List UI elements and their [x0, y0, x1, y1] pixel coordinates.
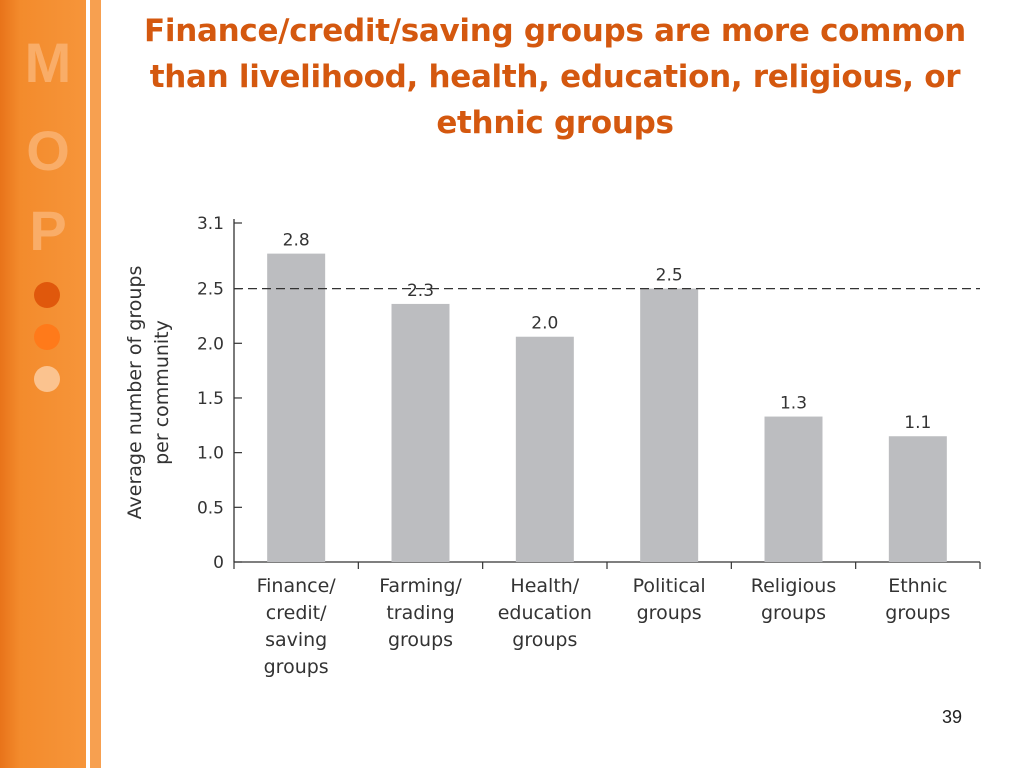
y-tick-label: 3.1	[197, 214, 224, 234]
category-label-line: credit/	[266, 602, 327, 624]
category-label-line: Religious	[751, 575, 837, 597]
category-label-line: groups	[885, 602, 950, 624]
category-label-line: Political	[633, 575, 706, 597]
category-label-line: Health/	[510, 575, 579, 597]
category-label: Finance/credit/saving groups	[257, 575, 337, 678]
category-label: Political groups	[633, 575, 706, 624]
category-label-line: groups	[388, 629, 453, 651]
bar	[888, 436, 947, 562]
category-label-line: groups	[264, 656, 329, 678]
y-axis-title-line-1: Average number of groups	[124, 266, 146, 520]
category-label-line: groups	[512, 629, 577, 651]
category-label-line: saving	[265, 629, 327, 651]
category-label-line: trading	[386, 602, 454, 624]
bar	[764, 416, 823, 562]
category-label-line: Farming/	[379, 575, 462, 597]
data-label: 1.3	[780, 394, 807, 414]
data-label: 2.0	[531, 314, 558, 334]
logo-dot-3	[34, 366, 60, 392]
y-tick-label: 0.5	[197, 498, 224, 518]
y-tick-label: 1.5	[197, 389, 224, 409]
category-label-line: education	[498, 602, 592, 624]
y-axis-title-line-2: per community	[151, 320, 173, 465]
bar	[267, 253, 326, 562]
category-label-line: groups	[761, 602, 826, 624]
category-label: Religious groups	[751, 575, 837, 624]
logo-dot-1	[34, 282, 60, 308]
slide-title: Finance/credit/saving groups are more co…	[140, 8, 970, 146]
title-line-1: Finance/credit/saving groups are more co…	[144, 13, 966, 49]
page-number: 39	[941, 707, 962, 727]
category-label-line: Finance/	[257, 575, 337, 597]
category-label-line: Ethnic	[888, 575, 947, 597]
logo-letter-o: O	[26, 119, 70, 182]
sidebar-divider	[86, 0, 90, 768]
data-label: 2.5	[656, 266, 683, 286]
bar	[391, 303, 450, 562]
category-label: Farming/trading groups	[379, 575, 462, 651]
bar-chart: 0 0.5 1.0 1.5 2.0 2.5 3.1 2.8 Finance/credit/sav…	[124, 214, 981, 678]
title-line-2: than livelihood, health, education, reli…	[149, 59, 961, 95]
data-label: 2.8	[283, 231, 310, 251]
bar	[515, 336, 574, 562]
y-tick-label: 2.5	[197, 280, 224, 300]
logo-letter-p: P	[29, 199, 67, 262]
logo-letter-m: M	[24, 31, 72, 94]
category-label-line: groups	[637, 602, 702, 624]
y-tick-label: 0	[213, 553, 224, 573]
data-label: 2.3	[407, 281, 434, 301]
data-label: 1.1	[904, 413, 931, 433]
title-line-3: ethnic groups	[436, 105, 674, 141]
bar	[640, 288, 699, 562]
category-label: Ethnic groups	[885, 575, 950, 624]
category-label: Health/education groups	[498, 575, 592, 651]
sidebar-stripe	[90, 0, 101, 768]
y-tick-label: 1.0	[197, 444, 224, 464]
logo-dot-2	[34, 324, 60, 350]
y-tick-label: 2.0	[197, 334, 224, 354]
